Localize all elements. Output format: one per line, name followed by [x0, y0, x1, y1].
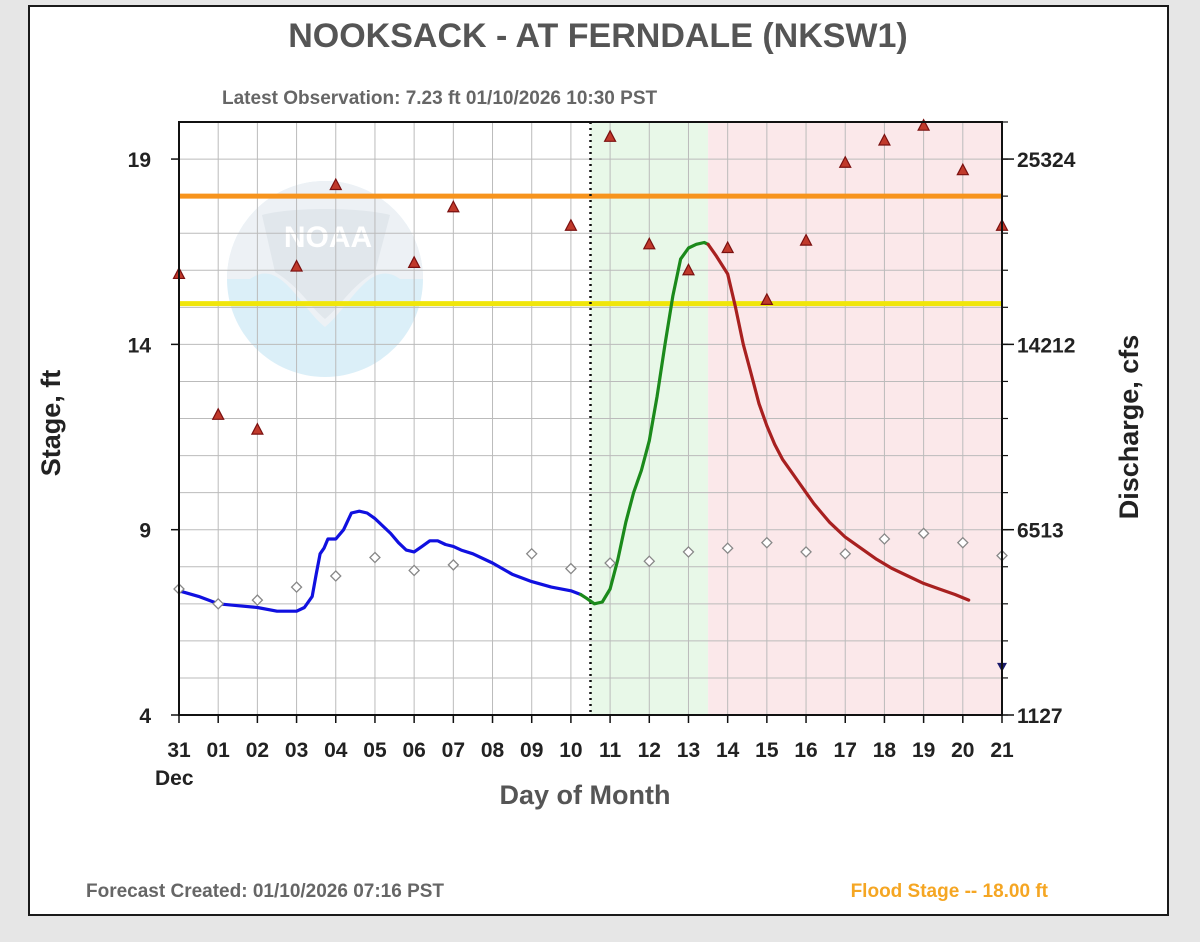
x-tick-label: 13 — [677, 739, 700, 762]
diamond-marker — [290, 581, 303, 594]
y2-axis-title: Discharge, cfs — [1114, 335, 1144, 520]
diamond-marker — [917, 527, 930, 540]
x-month-label: Dec — [155, 767, 194, 790]
x-tick-label: 07 — [442, 739, 465, 762]
diamond-marker — [369, 551, 381, 564]
triangle-marker — [290, 259, 304, 272]
x-tick-label: 06 — [402, 739, 425, 762]
triangle-marker — [407, 255, 421, 268]
flood-stage-note: Flood Stage -- 18.00 ft — [851, 881, 1049, 902]
triangle-marker — [877, 133, 891, 146]
latest-observation: Latest Observation: 7.23 ft 01/10/2026 1… — [222, 88, 657, 109]
diamond-marker — [878, 533, 891, 545]
diamond-marker — [956, 536, 969, 549]
x-tick-label: 17 — [834, 739, 857, 762]
triangle-marker — [760, 292, 774, 305]
x-tick-label: 02 — [246, 739, 269, 762]
triangle-marker — [799, 233, 813, 246]
diamond-marker — [643, 555, 656, 568]
diamond-marker — [682, 546, 695, 558]
y-tick-label: 19 — [128, 149, 151, 172]
x-tick-label: 08 — [481, 739, 505, 762]
x-tick-label: 10 — [559, 739, 582, 762]
chart-frame: NOAA 31 01 02 03 04 05 06 07 08 09 10 11 12 13 14 15 16 1… — [28, 5, 1169, 916]
x-tick-label: 11 — [599, 739, 622, 762]
x-tick-label: 16 — [794, 739, 817, 762]
x-tick-label: 09 — [520, 739, 543, 762]
triangle-marker — [250, 422, 264, 435]
x-tick-label: 05 — [363, 739, 387, 762]
y-axis-title: Stage, ft — [36, 370, 66, 477]
triangle-marker — [917, 118, 931, 131]
series-line-1 — [579, 240, 710, 606]
diamond-marker — [329, 570, 342, 582]
x-tick-label: 31 — [167, 739, 191, 762]
diamond-marker — [839, 547, 852, 560]
y2-tick-label: 25324 — [1017, 149, 1076, 172]
triangle-marker — [956, 162, 970, 176]
chart-title: NOOKSACK - AT FERNDALE (NKSW1) — [288, 17, 908, 55]
y-tick-label: 9 — [139, 520, 151, 543]
x-tick-label: 20 — [951, 739, 974, 762]
x-axis-title: Day of Month — [500, 780, 671, 810]
diamond-marker — [212, 597, 225, 610]
triangle-marker — [721, 240, 735, 254]
x-tick-label: 19 — [912, 739, 935, 762]
diamond-marker — [604, 557, 617, 569]
x-tick-label: 21 — [990, 739, 1014, 762]
diamond-marker — [525, 547, 538, 560]
diamond-marker — [800, 546, 812, 558]
diamond-marker — [721, 542, 734, 555]
diamond-marker — [251, 594, 264, 607]
diamond-marker — [564, 562, 577, 575]
y-tick-label: 4 — [139, 705, 151, 728]
triangle-marker — [681, 262, 695, 276]
triangle-marker — [838, 155, 852, 168]
noaa-logo: NOAA — [227, 181, 423, 377]
diamond-marker — [447, 558, 460, 571]
triangle-marker — [446, 199, 460, 213]
x-tick-label: 12 — [638, 739, 661, 762]
series-line-2 — [706, 242, 971, 602]
triangle-marker — [603, 129, 617, 142]
diamond-marker — [408, 564, 421, 577]
noaa-logo-text: NOAA — [284, 221, 372, 254]
series-line-0 — [177, 509, 583, 613]
triangle-marker — [564, 218, 578, 231]
y-tick-label: 14 — [128, 334, 152, 357]
x-tick-label: 03 — [285, 739, 308, 762]
x-tick-label: 18 — [873, 739, 897, 762]
x-tick-label: 01 — [207, 739, 231, 762]
x-tick-label: 15 — [755, 739, 779, 762]
triangle-marker — [642, 237, 656, 250]
y2-tick-label: 1127 — [1017, 705, 1063, 728]
forecast-created: Forecast Created: 01/10/2026 07:16 PST — [86, 881, 444, 902]
hydrograph-chart: NOAA 31 01 02 03 04 05 06 07 08 09 10 11 12 13 14 15 16 1… — [36, 17, 1144, 902]
x-tick-label: 04 — [324, 739, 348, 762]
x-tick-label: 14 — [716, 739, 740, 762]
triangle-marker — [211, 407, 225, 420]
y2-tick-label: 6513 — [1017, 520, 1064, 543]
y2-tick-label: 14212 — [1017, 334, 1075, 357]
triangle-marker — [329, 177, 343, 191]
diamond-marker — [760, 536, 773, 549]
